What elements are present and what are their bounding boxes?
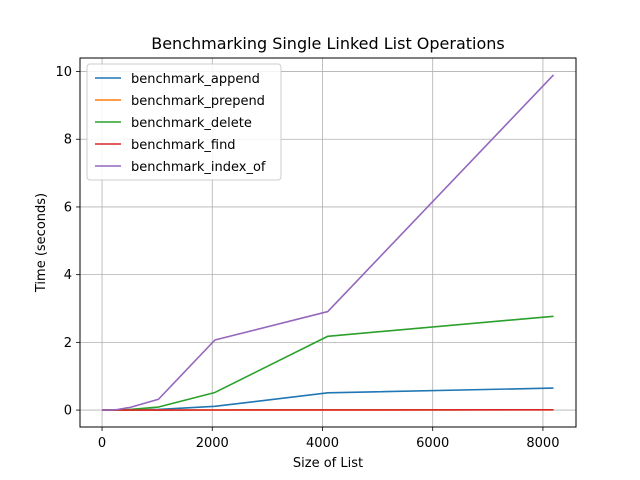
series-lines [101, 74, 555, 411]
legend-label-benchmark-prepend: benchmark_prepend [131, 94, 265, 109]
y-tick-label: 6 [64, 200, 72, 215]
x-axis-title: Size of List [293, 456, 363, 471]
y-tick-label: 10 [55, 65, 72, 80]
y-tick-label: 0 [64, 404, 72, 419]
series-line-benchmark-index-of [101, 74, 555, 411]
plot-frame [79, 57, 577, 428]
legend-box [86, 63, 282, 181]
legend-label-benchmark-append: benchmark_append [131, 72, 260, 87]
legend-label-benchmark-delete: benchmark_delete [131, 116, 252, 131]
x-tick-label: 4000 [306, 436, 339, 451]
axis-ticks: 0 2000 4000 6000 8000 0 2 4 6 8 10 [55, 65, 559, 451]
legend-label-benchmark-find: benchmark_find [131, 138, 236, 153]
x-tick-label: 2000 [196, 436, 229, 451]
chart-title: Benchmarking Single Linked List Operatio… [151, 34, 505, 53]
grid [80, 58, 576, 427]
y-axis-title: Time (seconds) [34, 193, 49, 293]
x-tick-label: 0 [98, 436, 106, 451]
y-tick-label: 4 [64, 268, 72, 283]
x-tick-label: 6000 [416, 436, 449, 451]
legend-label-benchmark-index-of: benchmark_index_of [131, 160, 266, 175]
y-tick-label: 2 [64, 336, 72, 351]
y-tick-label: 8 [64, 133, 72, 148]
x-tick-label: 8000 [526, 436, 559, 451]
legend: benchmark_append benchmark_prependbenchma… [86, 63, 282, 181]
